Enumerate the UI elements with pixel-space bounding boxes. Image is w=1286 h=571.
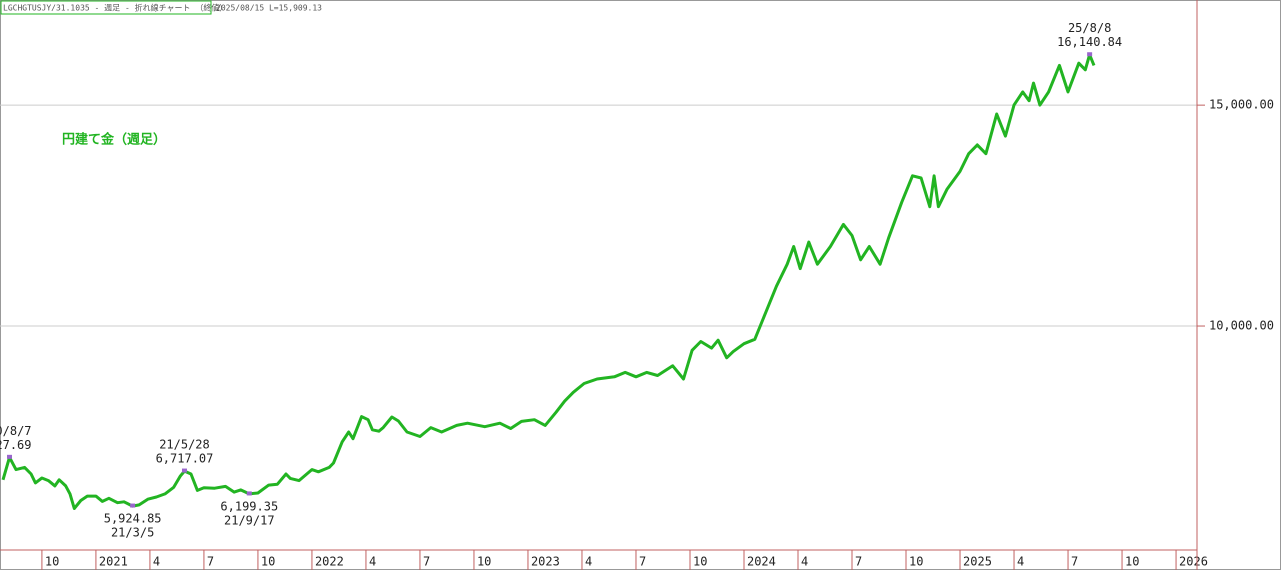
x-tick-label: 7 xyxy=(855,555,862,569)
annotation-marker xyxy=(1087,52,1093,57)
x-tick-label: 10 xyxy=(477,555,491,569)
x-tick-label: 10 xyxy=(693,555,707,569)
annotation-marker xyxy=(7,454,13,459)
annotation-marker xyxy=(181,468,187,473)
y-tick-label: 10,000.00 xyxy=(1209,319,1274,333)
annotation-marker xyxy=(130,503,136,508)
header-right: 2025/08/15 L=15,909.13 xyxy=(216,4,322,13)
y-tick-label: 15,000.00 xyxy=(1209,98,1274,112)
annotation-label: 5,924.85 xyxy=(104,512,162,526)
x-tick-label: 7 xyxy=(1071,555,1078,569)
x-tick-label: 4 xyxy=(801,555,808,569)
x-tick-label: 2021 xyxy=(99,555,128,569)
x-tick-label: 10 xyxy=(45,555,59,569)
x-tick-label: 2023 xyxy=(531,555,560,569)
x-tick-label: 10 xyxy=(261,555,275,569)
x-tick-label: 10 xyxy=(909,555,923,569)
annotation-label: 21/5/28 xyxy=(159,438,210,452)
header-box xyxy=(0,0,212,15)
chart-title: 円建て金（週足） xyxy=(62,132,166,148)
x-tick-label: 4 xyxy=(153,555,160,569)
annotation-label: 0/8/7 xyxy=(0,424,32,438)
x-tick-label: 7 xyxy=(207,555,214,569)
x-tick-label: 2025 xyxy=(963,555,992,569)
price-line xyxy=(1,53,1096,510)
header-left: LGCHGTUSJY/31.1035 - 週足 - 折れ線チャート （終値） xyxy=(3,3,227,13)
annotation-label: 21/3/5 xyxy=(111,526,154,540)
x-tick-label: 7 xyxy=(423,555,430,569)
x-tick-label: 10 xyxy=(1125,555,1139,569)
annotation-label: 21/9/17 xyxy=(224,513,275,527)
annotation-label: 25/8/8 xyxy=(1068,21,1111,35)
x-tick-label: 4 xyxy=(585,555,592,569)
annotation-label: 16,140.84 xyxy=(1057,35,1122,49)
x-tick-label: 2022 xyxy=(315,555,344,569)
annotation-label: 6,717.07 xyxy=(156,452,214,466)
annotation-label: 027.69 xyxy=(0,438,32,452)
annotation-marker xyxy=(246,491,252,496)
x-tick-label: 4 xyxy=(369,555,376,569)
x-tick-label: 4 xyxy=(1017,555,1024,569)
x-tick-label: 2024 xyxy=(747,555,776,569)
x-tick-label: 2026 xyxy=(1179,555,1208,569)
annotation-label: 6,199.35 xyxy=(220,499,278,513)
x-tick-label: 7 xyxy=(639,555,646,569)
